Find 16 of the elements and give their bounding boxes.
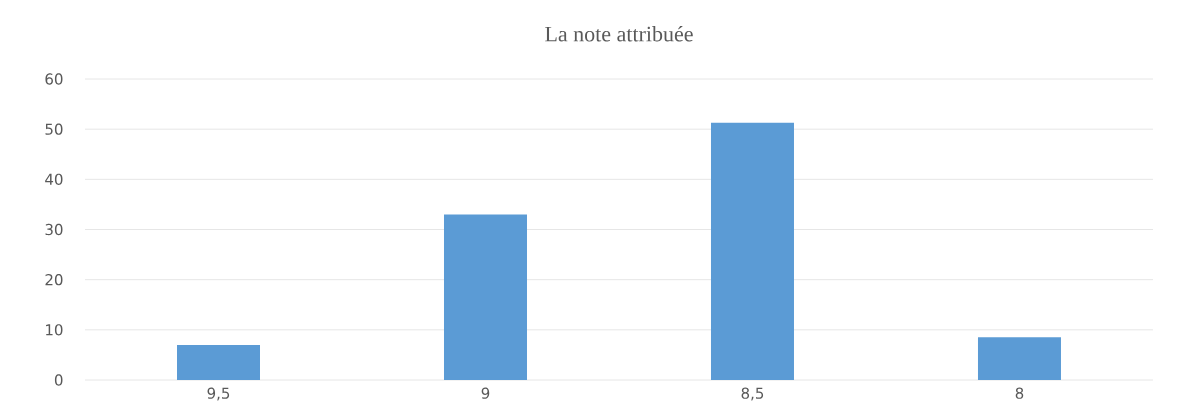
y-tick-label: 0 — [54, 374, 63, 386]
bar — [177, 344, 260, 380]
bar — [443, 214, 527, 380]
bar — [977, 337, 1061, 380]
y-tick-label: 30 — [45, 223, 63, 236]
x-tick-label: 9 — [481, 387, 490, 399]
y-tick-label: 50 — [45, 123, 63, 135]
y-tick-label: 20 — [45, 273, 63, 286]
x-tick-label: 8,5 — [741, 387, 764, 401]
y-tick-label: 40 — [45, 173, 63, 186]
y-tick-label: 60 — [45, 73, 63, 85]
x-tick-label: 8 — [1015, 387, 1024, 399]
x-tick-label: 9,5 — [207, 387, 230, 401]
chart-title: La note attribuée — [545, 25, 693, 42]
y-tick-label: 10 — [46, 324, 63, 336]
bar — [710, 122, 794, 380]
